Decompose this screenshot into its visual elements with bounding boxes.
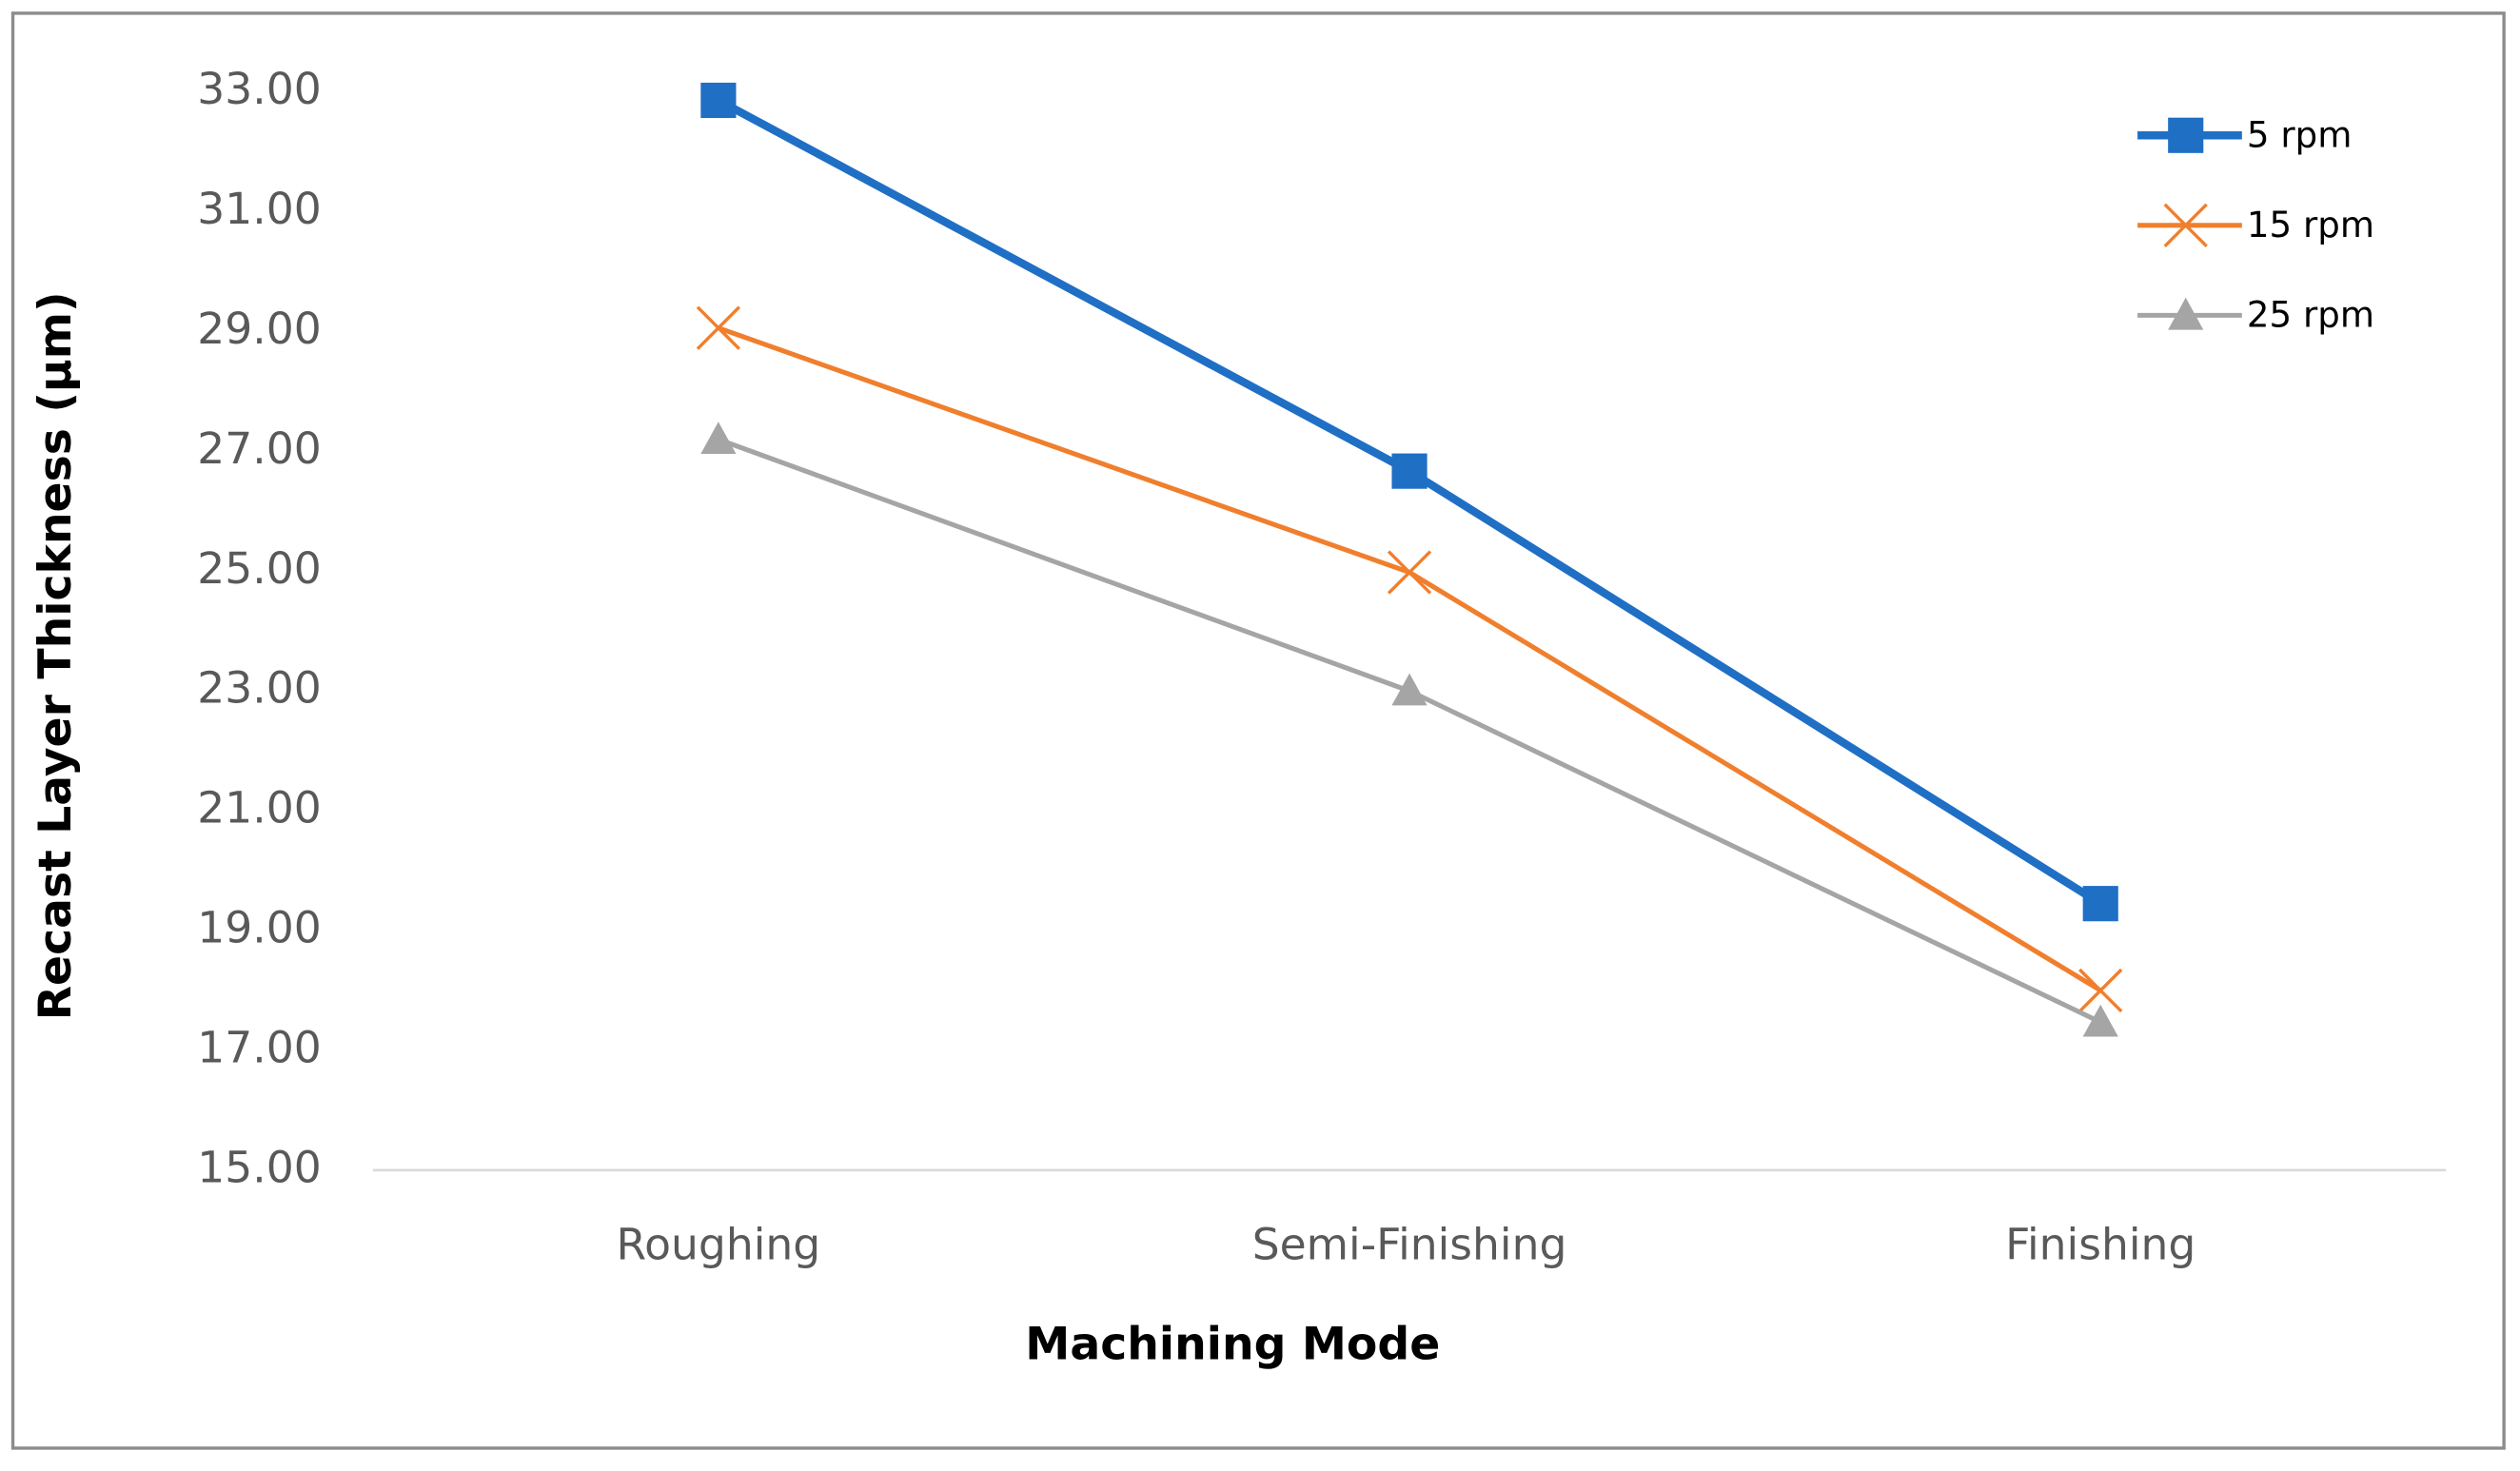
marker bbox=[700, 422, 737, 454]
y-tick-label: 21.00 bbox=[197, 783, 321, 834]
marker bbox=[700, 82, 737, 119]
chart-border bbox=[10, 11, 2506, 1450]
y-axis-title: Recast Layer Thickness (µm) bbox=[30, 291, 82, 1020]
x-tick-label: Roughing bbox=[617, 1219, 821, 1269]
y-tick-label: 15.00 bbox=[197, 1142, 321, 1192]
x-axis-title: Machining Mode bbox=[1025, 1319, 1440, 1371]
x-tick-label: Semi-Finishing bbox=[1252, 1219, 1567, 1269]
y-tick-label: 31.00 bbox=[197, 184, 321, 234]
y-tick-label: 19.00 bbox=[197, 902, 321, 952]
legend-marker bbox=[2163, 203, 2208, 247]
y-tick-label: 17.00 bbox=[197, 1022, 321, 1072]
legend-marker bbox=[2168, 117, 2204, 153]
marker bbox=[2082, 886, 2118, 922]
y-tick-label: 27.00 bbox=[197, 423, 321, 474]
marker bbox=[1391, 453, 1427, 489]
marker bbox=[2082, 1004, 2118, 1037]
series bbox=[700, 82, 2118, 922]
legend-label: 15 rpm bbox=[2247, 205, 2374, 245]
y-tick-label: 33.00 bbox=[197, 64, 321, 114]
legend-label: 5 rpm bbox=[2247, 114, 2352, 155]
y-tick-label: 25.00 bbox=[197, 543, 321, 594]
series bbox=[696, 305, 2123, 1013]
marker bbox=[696, 305, 741, 350]
y-tick-label: 23.00 bbox=[197, 663, 321, 714]
x-tick-label: Finishing bbox=[2005, 1219, 2195, 1269]
legend-marker bbox=[2168, 297, 2204, 330]
legend-label: 25 rpm bbox=[2247, 295, 2374, 336]
marker bbox=[1387, 550, 1432, 595]
y-tick-label: 29.00 bbox=[197, 304, 321, 354]
marker bbox=[2078, 968, 2123, 1013]
marker bbox=[1391, 673, 1427, 706]
series bbox=[700, 422, 2118, 1037]
